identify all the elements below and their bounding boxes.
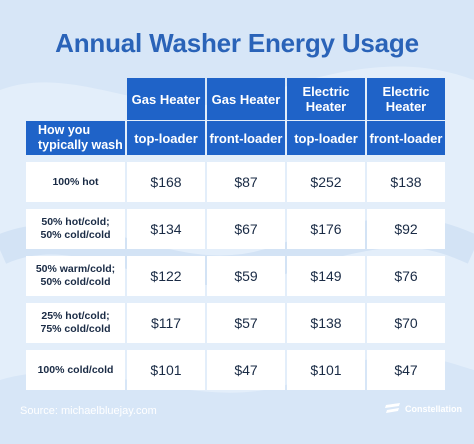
header-how-you-wash: How you typically wash	[26, 121, 125, 155]
constellation-logo-icon	[385, 403, 400, 413]
table-cell: $168	[127, 162, 205, 202]
table-cell: $134	[127, 209, 205, 249]
table-cell: $67	[207, 209, 285, 249]
table-cell: $138	[287, 303, 365, 343]
header-gas-heater-1: Gas Heater	[127, 78, 205, 120]
source-credit: Source: michaelbluejay.com	[20, 405, 157, 417]
page-title: Annual Washer Energy Usage	[55, 28, 419, 58]
table-cell: $57	[207, 303, 285, 343]
table-cell: $47	[207, 350, 285, 390]
row-label: 100% hot	[26, 162, 125, 202]
table-cell: $92	[367, 209, 445, 249]
table-cell: $59	[207, 256, 285, 296]
row-label: 50% hot/cold; 50% cold/cold	[26, 209, 125, 249]
table-cell: $47	[367, 350, 445, 390]
table-cell: $252	[287, 162, 365, 202]
table-cell: $176	[287, 209, 365, 249]
table-cell: $149	[287, 256, 365, 296]
header-front-loader-2: front-loader	[367, 121, 445, 155]
brand-name: Constellation	[405, 404, 463, 414]
table-cell: $138	[367, 162, 445, 202]
table-cell: $122	[127, 256, 205, 296]
header-electric-heater-1: Electric Heater	[287, 78, 365, 120]
header-top-loader-2: top-loader	[287, 121, 365, 155]
table-cell: $117	[127, 303, 205, 343]
table-cell: $76	[367, 256, 445, 296]
brand-logo: Constellation	[384, 402, 462, 416]
header-gas-heater-2: Gas Heater	[207, 78, 285, 120]
table-cell: $70	[367, 303, 445, 343]
header-front-loader-1: front-loader	[207, 121, 285, 155]
table-cell: $87	[207, 162, 285, 202]
table-cell: $101	[127, 350, 205, 390]
row-label: 100% cold/cold	[26, 350, 125, 390]
header-electric-heater-2: Electric Heater	[367, 78, 445, 120]
table-cell: $101	[287, 350, 365, 390]
row-label: 25% hot/cold; 75% cold/cold	[26, 303, 125, 343]
row-label: 50% warm/cold; 50% cold/cold	[26, 256, 125, 296]
header-top-loader-1: top-loader	[127, 121, 205, 155]
